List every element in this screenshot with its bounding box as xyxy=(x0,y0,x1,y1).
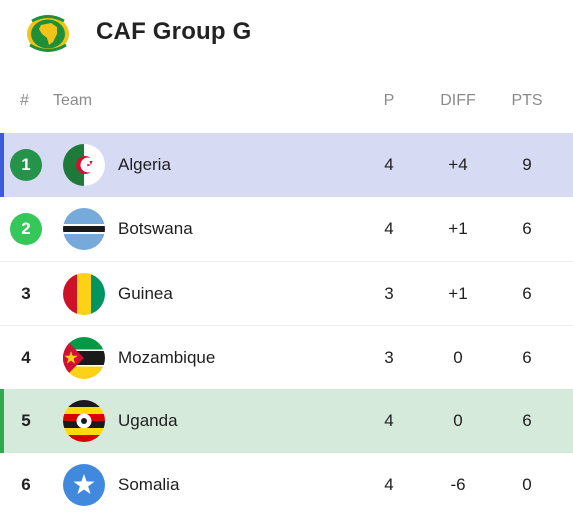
table-row-uganda[interactable]: 5 Uganda 4 0 6 xyxy=(0,389,573,453)
diff-value: +1 xyxy=(448,219,468,238)
table-row-guinea[interactable]: 3 Guinea 3 +1 6 xyxy=(0,262,573,326)
caf-africa-logo-icon xyxy=(24,12,72,54)
somalia-flag-icon xyxy=(63,464,105,506)
points-value: 6 xyxy=(522,411,532,430)
table-row-algeria[interactable]: 1 Algeria 4 +4 9 xyxy=(0,133,573,197)
rank-number: 4 xyxy=(21,348,31,367)
diff-value: 0 xyxy=(453,411,463,430)
table-row-somalia[interactable]: 6 Somalia 4 -6 0 xyxy=(0,453,573,517)
points-value: 6 xyxy=(522,284,532,303)
diff-value: +1 xyxy=(448,284,468,303)
table-row-botswana[interactable]: 2 Botswana 4 +1 6 xyxy=(0,197,573,261)
rank-number: 6 xyxy=(21,475,31,494)
leader-indicator-bar xyxy=(0,133,4,197)
table-row-mozambique[interactable]: 4 Mozambique 3 0 6 xyxy=(0,326,573,390)
uganda-flag-icon xyxy=(63,400,105,442)
team-name[interactable]: Somalia xyxy=(118,475,180,494)
points-value: 6 xyxy=(522,348,532,367)
diff-value: 0 xyxy=(453,348,463,367)
rank-number: 3 xyxy=(21,284,31,303)
played-value: 3 xyxy=(384,284,394,303)
rank-badge: 1 xyxy=(10,149,42,181)
algeria-flag-icon xyxy=(63,144,105,186)
column-header-diff: DIFF xyxy=(440,92,476,109)
points-value: 0 xyxy=(522,475,532,494)
qualify-indicator-bar xyxy=(0,389,4,453)
row-divider xyxy=(0,261,573,262)
team-name[interactable]: Uganda xyxy=(118,411,178,430)
rank-number: 5 xyxy=(21,411,31,430)
row-divider xyxy=(0,325,573,326)
page-title: CAF Group G xyxy=(96,18,252,45)
played-value: 4 xyxy=(384,475,394,494)
rank-badge: 2 xyxy=(10,213,42,245)
played-value: 4 xyxy=(384,155,394,174)
column-header-rank: # xyxy=(20,92,29,109)
diff-value: +4 xyxy=(448,155,468,174)
guinea-flag-icon xyxy=(63,273,105,315)
played-value: 3 xyxy=(384,348,394,367)
points-value: 9 xyxy=(522,155,532,174)
column-header-team: Team xyxy=(53,92,93,109)
column-header-points: PTS xyxy=(511,92,543,109)
botswana-flag-icon xyxy=(63,208,105,250)
played-value: 4 xyxy=(384,219,394,238)
team-name[interactable]: Algeria xyxy=(118,155,171,174)
team-name[interactable]: Mozambique xyxy=(118,348,216,367)
header: CAF Group G xyxy=(0,0,573,68)
diff-value: -6 xyxy=(450,475,466,494)
mozambique-flag-icon xyxy=(63,337,105,379)
played-value: 4 xyxy=(384,411,394,430)
column-header-played: P xyxy=(383,92,395,109)
team-name[interactable]: Guinea xyxy=(118,284,173,303)
points-value: 6 xyxy=(522,219,532,238)
team-name[interactable]: Botswana xyxy=(118,219,193,238)
